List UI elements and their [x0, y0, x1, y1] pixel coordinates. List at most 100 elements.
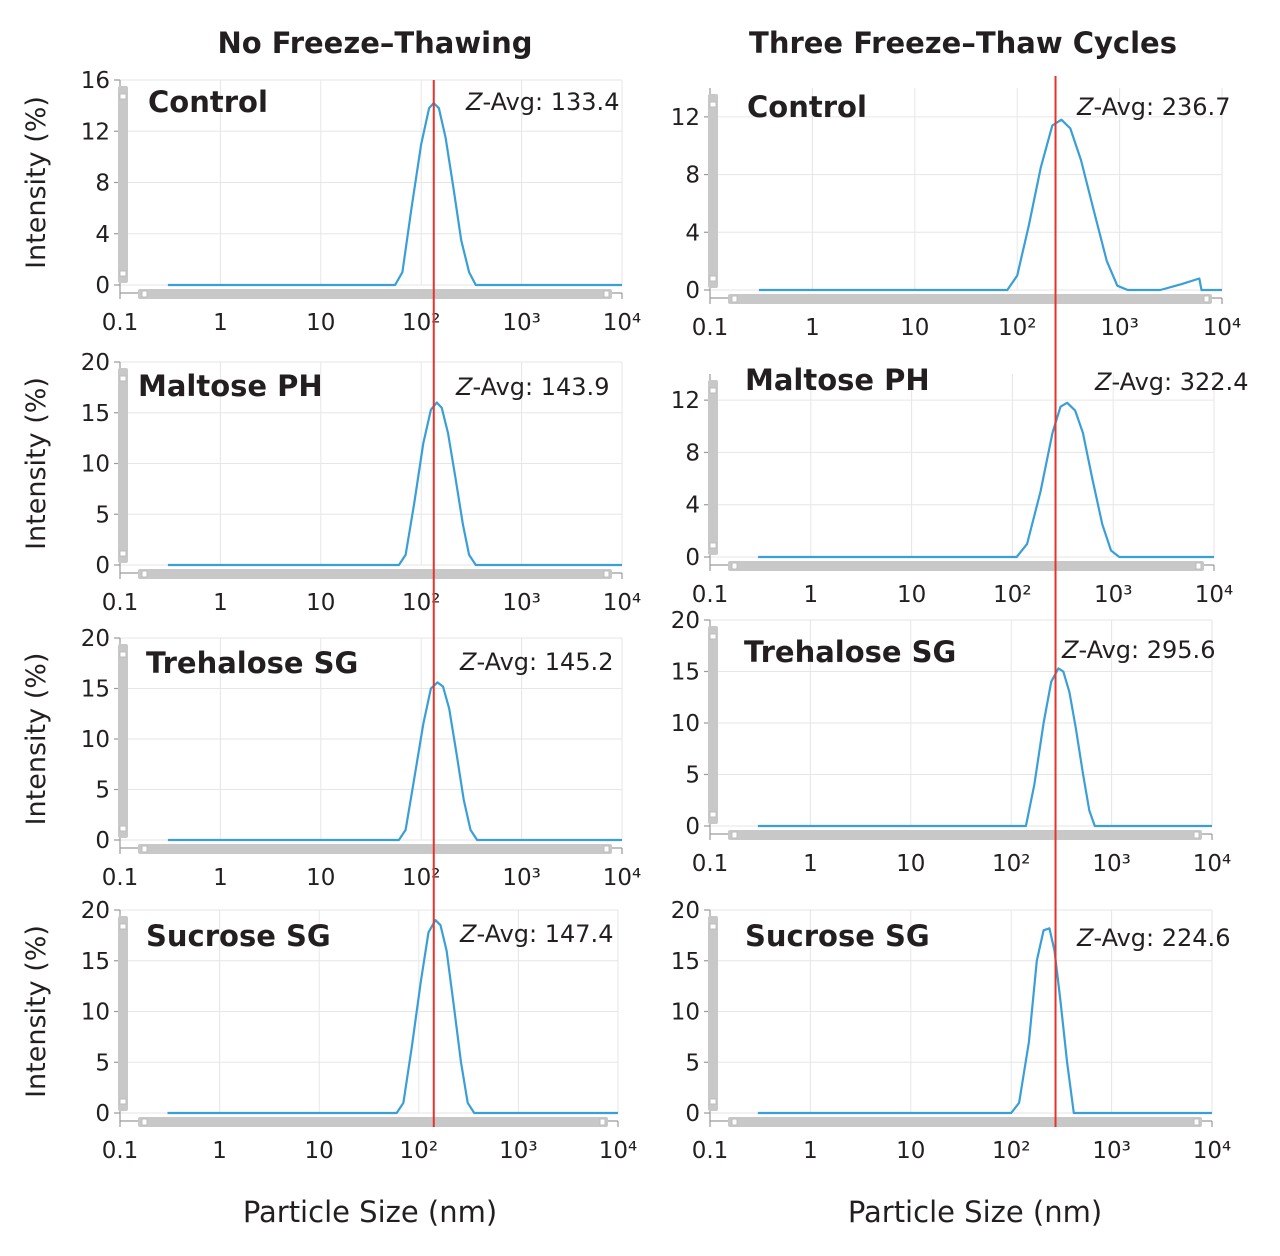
horizontal-scrollbar[interactable]: [138, 289, 612, 299]
scrollbar-handle-top[interactable]: [119, 93, 127, 100]
horizontal-scrollbar[interactable]: [138, 569, 612, 579]
scrollbar-handle-right[interactable]: [1193, 1118, 1200, 1126]
x-tick-label: 1: [212, 1138, 227, 1164]
scrollbar-handle-right[interactable]: [1195, 562, 1202, 570]
x-tick-label: 10: [305, 1138, 334, 1164]
size-distribution-curve: [757, 927, 1212, 1115]
scrollbar-handle-left[interactable]: [731, 295, 738, 303]
scrollbar-handle-bottom[interactable]: [119, 825, 127, 832]
x-tick-label: 10⁴: [1195, 582, 1234, 608]
x-axis-title-right: Particle Size (nm): [848, 1195, 1102, 1229]
horizontal-scrollbar[interactable]: [728, 830, 1202, 840]
zavg-label: Z-Avg: 133.4: [465, 88, 619, 116]
scrollbar-handle-left[interactable]: [731, 831, 738, 839]
x-tick-label: 1: [805, 315, 820, 341]
horizontal-scrollbar[interactable]: [728, 294, 1212, 304]
scrollbar-handle-bottom[interactable]: [119, 270, 127, 277]
scrollbar-handle-left[interactable]: [731, 562, 738, 570]
zavg-value: -Avg: 295.6: [1078, 636, 1215, 664]
column-title-right: Three Freeze–Thaw Cycles: [749, 26, 1177, 60]
x-tick-label: 10²: [992, 851, 1031, 877]
size-distribution-curve: [757, 667, 1212, 828]
sample-label: Sucrose SG: [745, 919, 930, 953]
x-tick-label: 10: [897, 582, 926, 608]
horizontal-scrollbar[interactable]: [728, 1117, 1202, 1127]
scrollbar-track: [708, 626, 718, 824]
x-tick-label: 0.1: [692, 851, 729, 877]
scrollbar-handle-right[interactable]: [603, 845, 610, 853]
horizontal-scrollbar[interactable]: [138, 844, 612, 854]
x-tick-label: 1: [213, 865, 228, 891]
scrollbar-handle-bottom[interactable]: [709, 811, 717, 818]
vertical-scrollbar[interactable]: [708, 626, 718, 824]
scrollbar-handle-right[interactable]: [603, 570, 610, 578]
scrollbar-handle-right[interactable]: [1203, 295, 1210, 303]
scrollbar-handle-bottom[interactable]: [119, 550, 127, 557]
vertical-scrollbar[interactable]: [708, 916, 718, 1111]
x-tick-label: 10⁴: [1193, 851, 1232, 877]
horizontal-scrollbar[interactable]: [728, 561, 1204, 571]
y-tick-label: 8: [685, 440, 700, 466]
y-tick-label: 5: [95, 502, 110, 528]
scrollbar-handle-right[interactable]: [1193, 831, 1200, 839]
zavg-label: Z-Avg: 147.4: [459, 920, 613, 948]
y-tick-label: 15: [671, 949, 700, 975]
scrollbar-handle-left[interactable]: [141, 570, 148, 578]
scrollbar-handle-bottom[interactable]: [709, 542, 717, 549]
x-tick-label: 10³: [499, 1138, 538, 1164]
x-tick-label: 10³: [502, 865, 541, 891]
vertical-scrollbar[interactable]: [708, 94, 718, 288]
scrollbar-handle-top[interactable]: [709, 923, 717, 930]
horizontal-scrollbar[interactable]: [138, 1117, 608, 1127]
scrollbar-handle-top[interactable]: [119, 651, 127, 658]
scrollbar-handle-left[interactable]: [141, 1118, 148, 1126]
zavg-label: Z-Avg: 145.2: [459, 648, 613, 676]
scrollbar-handle-left[interactable]: [731, 1118, 738, 1126]
scrollbar-handle-right[interactable]: [603, 290, 610, 298]
y-tick-label: 10: [671, 711, 700, 737]
scrollbar-handle-right[interactable]: [599, 1118, 606, 1126]
vertical-scrollbar[interactable]: [118, 368, 128, 563]
scrollbar-handle-left[interactable]: [141, 290, 148, 298]
x-tick-label: 0.1: [102, 1138, 139, 1164]
scrollbar-handle-left[interactable]: [141, 845, 148, 853]
x-tick-label: 10: [896, 851, 925, 877]
panel-2: 0 4 8 12 0.1 1 10 10² 10³ 10⁴ Control Z-Avg: 236.7: [671, 88, 1241, 341]
scrollbar-handle-top[interactable]: [119, 923, 127, 930]
scrollbar-handle-bottom[interactable]: [119, 1098, 127, 1105]
y-tick-label: 10: [671, 1000, 700, 1026]
x-tick-label: 10³: [1092, 851, 1131, 877]
vertical-scrollbar[interactable]: [118, 916, 128, 1111]
y-tick-label: 0: [685, 278, 700, 304]
panel-4: 0 4 8 12 0.1 1 10 10² 10³ 10⁴ Maltose PH Z-Avg: 322…: [671, 363, 1249, 608]
vertical-scrollbar[interactable]: [118, 86, 128, 283]
x-tick-label: 10³: [1100, 315, 1139, 341]
zavg-value: -Avg: 236.7: [1093, 93, 1230, 121]
scrollbar-handle-top[interactable]: [709, 387, 717, 394]
scrollbar-handle-top[interactable]: [709, 633, 717, 640]
scrollbar-handle-top[interactable]: [119, 375, 127, 382]
zavg-label: Z-Avg: 322.4: [1094, 368, 1248, 396]
zavg-value: -Avg: 145.2: [476, 648, 613, 676]
y-tick-label: 15: [671, 660, 700, 686]
size-distribution-curve: [758, 401, 1214, 559]
x-tick-label: 10²: [992, 1138, 1031, 1164]
scrollbar-handle-bottom[interactable]: [709, 275, 717, 282]
panel-8: 0 5 10 15 20 0.1 1 10 10² 10³ 10⁴ Sucrose SG Z-Avg: …: [671, 898, 1232, 1164]
scrollbar-track: [118, 916, 128, 1111]
scrollbar-handle-top[interactable]: [709, 101, 717, 108]
vertical-scrollbar[interactable]: [708, 380, 718, 555]
x-tick-label: 10³: [502, 310, 541, 336]
x-tick-label: 10²: [993, 582, 1032, 608]
scrollbar-handle-bottom[interactable]: [709, 1098, 717, 1105]
y-tick-label: 5: [95, 1050, 110, 1076]
panel-7: 0 5 10 15 20 0.1 1 10 10² 10³ 10⁴ Sucrose SG Z-Avg: …: [21, 898, 637, 1164]
y-tick-label: 5: [95, 778, 110, 804]
y-tick-label: 4: [685, 493, 700, 519]
x-tick-label: 10⁴: [603, 310, 642, 336]
scrollbar-track: [728, 294, 1212, 304]
x-tick-label: 10⁴: [603, 865, 642, 891]
vertical-scrollbar[interactable]: [118, 644, 128, 838]
